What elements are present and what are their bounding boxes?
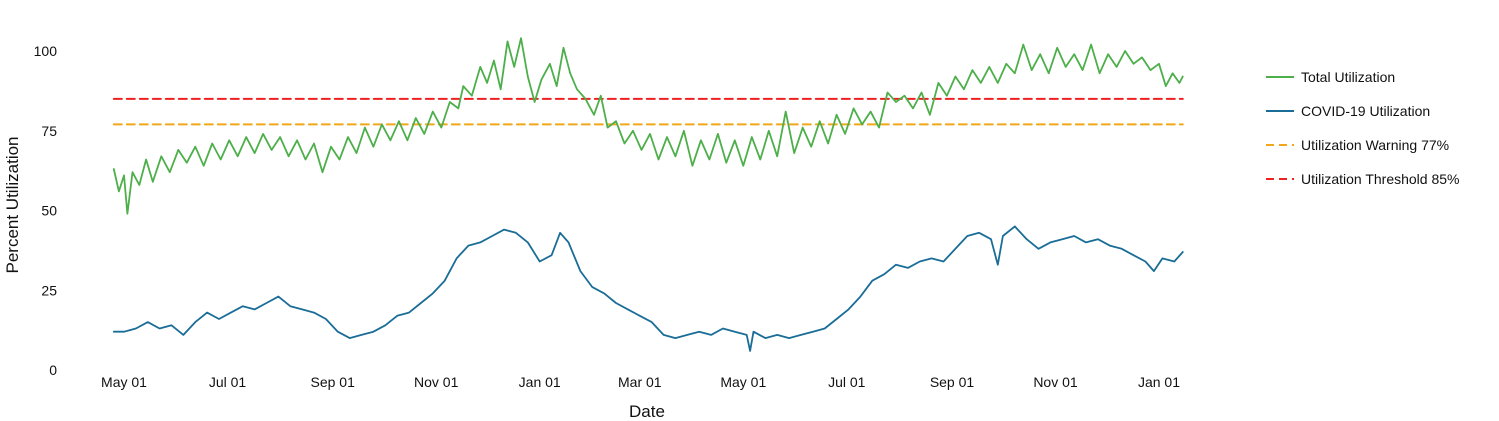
x-tick-label: Jan 01 — [1138, 374, 1180, 390]
series-line-total-utilization — [112, 37, 1184, 215]
x-tick-label: Nov 01 — [1033, 374, 1078, 390]
legend-label: Utilization Threshold 85% — [1301, 171, 1460, 187]
chart-legend: Total Utilization COVID-19 Utilization Uti… — [1266, 69, 1460, 187]
x-tick-label: Sep 01 — [930, 374, 975, 390]
x-tick-label: May 01 — [101, 374, 147, 390]
legend-item-utilization-threshold-85: Utilization Threshold 85% — [1266, 171, 1460, 187]
x-tick-label: Mar 01 — [618, 374, 662, 390]
series-line-covid-19-utilization — [112, 225, 1184, 352]
legend-label: Total Utilization — [1301, 69, 1395, 85]
x-tick-label: Jul 01 — [209, 374, 247, 390]
y-axis-title: Percent Utilization — [3, 136, 22, 273]
x-tick-label: Jul 01 — [828, 374, 866, 390]
x-tick-label: Sep 01 — [311, 374, 356, 390]
legend-label: COVID-19 Utilization — [1301, 103, 1430, 119]
y-tick-label: 100 — [34, 43, 58, 59]
plot-area — [112, 37, 1184, 352]
y-tick-label: 25 — [41, 282, 57, 298]
y-tick-label: 50 — [41, 203, 57, 219]
legend-label: Utilization Warning 77% — [1301, 137, 1449, 153]
x-tick-label: Nov 01 — [414, 374, 459, 390]
legend-item-utilization-warning-77: Utilization Warning 77% — [1266, 137, 1449, 153]
y-axis-ticks: 0 25 50 75 100 — [34, 43, 58, 378]
x-axis-title: Date — [629, 402, 665, 421]
legend-item-covid-19-utilization: COVID-19 Utilization — [1266, 103, 1430, 119]
y-tick-label: 0 — [49, 362, 57, 378]
legend-item-total-utilization: Total Utilization — [1266, 69, 1395, 85]
y-tick-label: 75 — [41, 123, 57, 139]
x-tick-label: Jan 01 — [519, 374, 561, 390]
x-tick-label: May 01 — [720, 374, 766, 390]
x-axis-ticks: May 01 Jul 01 Sep 01 Nov 01 Jan 01 Mar 01 May … — [101, 374, 1180, 390]
